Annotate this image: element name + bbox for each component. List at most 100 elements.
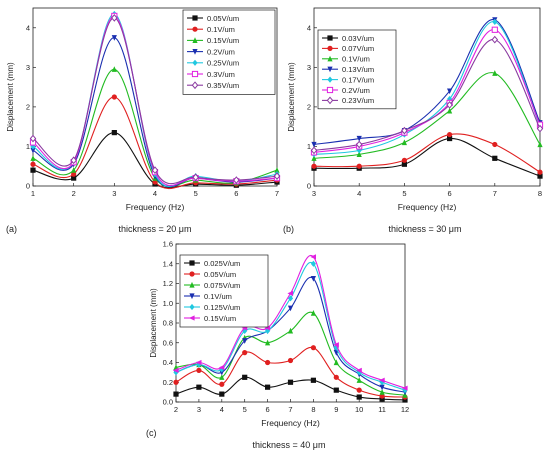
legend-label: 0.2V/um bbox=[207, 47, 235, 56]
data-point bbox=[71, 175, 77, 181]
series-line bbox=[313, 137, 541, 177]
data-point bbox=[402, 397, 408, 403]
data-point bbox=[310, 260, 316, 267]
data-point bbox=[447, 95, 453, 103]
legend-label: 0.075V/um bbox=[204, 281, 240, 290]
data-point bbox=[151, 166, 159, 175]
legend-marker bbox=[192, 26, 198, 32]
data-point bbox=[111, 130, 117, 136]
data-point bbox=[71, 171, 77, 177]
y-tick-label: 2 bbox=[26, 102, 30, 111]
y-tick-label: 0.6 bbox=[163, 338, 173, 347]
panel-letter-b: (b) bbox=[283, 224, 294, 234]
data-point bbox=[265, 339, 271, 346]
data-point bbox=[492, 70, 498, 76]
x-tick-label: 3 bbox=[197, 405, 201, 414]
y-axis-label: Displacement (mm) bbox=[149, 288, 158, 358]
data-point bbox=[265, 327, 271, 334]
data-point bbox=[30, 155, 36, 161]
series-0.03V/um bbox=[311, 135, 543, 179]
data-point bbox=[70, 156, 77, 165]
data-point bbox=[491, 26, 498, 33]
data-point bbox=[152, 179, 158, 185]
legend-label: 0.025V/um bbox=[204, 259, 240, 268]
data-point bbox=[401, 385, 408, 391]
y-tick-label: 3 bbox=[26, 63, 30, 72]
data-point bbox=[218, 364, 225, 371]
legend-label: 0.35V/um bbox=[207, 81, 239, 90]
x-tick-label: 4 bbox=[357, 189, 361, 198]
x-tick-label: 10 bbox=[355, 405, 363, 414]
data-point bbox=[30, 167, 36, 173]
data-point bbox=[196, 384, 202, 390]
legend-label: 0.13V/um bbox=[342, 65, 374, 74]
data-point bbox=[379, 377, 385, 383]
chart-panel-c: 2 3 4 5 6 7 8 9 10 11 12 0.0 0.2 0.4 0.6 0.8 1.0 1.2 1.4 1.… bbox=[149, 240, 409, 429]
data-point bbox=[71, 167, 77, 173]
data-point bbox=[219, 391, 225, 397]
data-point bbox=[192, 173, 199, 182]
x-tick-label: 8 bbox=[311, 405, 315, 414]
data-point bbox=[265, 359, 271, 366]
x-tick-label: 2 bbox=[72, 189, 76, 198]
data-point bbox=[219, 366, 225, 373]
data-point bbox=[287, 327, 294, 334]
data-point bbox=[173, 391, 179, 397]
y-axis-label: Displacement (mm) bbox=[287, 62, 296, 132]
series-line bbox=[313, 133, 541, 173]
data-point bbox=[196, 361, 202, 368]
data-point bbox=[30, 161, 36, 167]
x-tick-label: 3 bbox=[112, 189, 116, 198]
data-point bbox=[333, 359, 339, 366]
data-point bbox=[333, 387, 339, 393]
data-point bbox=[287, 357, 294, 364]
data-point bbox=[310, 254, 316, 260]
legend-box bbox=[182, 9, 276, 95]
legend-marker bbox=[191, 81, 199, 90]
y-tick-label: 3 bbox=[307, 63, 311, 72]
plot-frame bbox=[313, 7, 541, 187]
x-tick-label: 12 bbox=[401, 405, 409, 414]
data-point bbox=[356, 387, 362, 393]
data-point bbox=[287, 379, 294, 385]
data-point bbox=[219, 374, 225, 380]
series-0.15V/um bbox=[172, 254, 408, 391]
data-point bbox=[379, 379, 385, 386]
legend-box bbox=[179, 254, 269, 328]
x-tick-label: 4 bbox=[220, 405, 224, 414]
data-point bbox=[356, 151, 362, 157]
legend-label: 0.3V/um bbox=[207, 70, 235, 79]
legend-marker bbox=[327, 55, 333, 62]
y-tick-label: 4 bbox=[307, 23, 311, 32]
x-tick-label: 6 bbox=[234, 189, 238, 198]
data-point bbox=[537, 173, 543, 179]
data-point bbox=[242, 338, 248, 344]
data-point bbox=[196, 367, 202, 373]
data-point bbox=[310, 146, 318, 155]
legend-marker bbox=[192, 15, 198, 21]
y-tick-label: 0 bbox=[307, 182, 311, 191]
data-point bbox=[233, 176, 240, 184]
x-tick-label: 11 bbox=[378, 405, 386, 414]
legend-marker bbox=[189, 293, 195, 300]
y-tick-label: 0.2 bbox=[163, 378, 173, 387]
data-point bbox=[379, 396, 385, 402]
legend-label: 0.15V/um bbox=[207, 36, 239, 45]
data-point bbox=[111, 94, 117, 100]
series-line bbox=[175, 346, 406, 398]
panel-caption-b: thickness = 30 μm bbox=[389, 224, 462, 234]
data-point bbox=[447, 88, 453, 95]
panel-letter-c: (c) bbox=[146, 428, 157, 438]
legend-marker bbox=[192, 59, 198, 66]
legend-label: 0.05V/um bbox=[204, 270, 236, 279]
data-point bbox=[356, 367, 362, 373]
legend-label: 0.17V/um bbox=[342, 75, 374, 84]
x-tick-label: 2 bbox=[174, 405, 178, 414]
series-0.23V/um bbox=[310, 35, 544, 155]
y-tick-label: 0.0 bbox=[163, 398, 173, 407]
data-point bbox=[492, 155, 498, 161]
data-point bbox=[242, 374, 248, 380]
data-point bbox=[264, 325, 271, 331]
x-tick-label: 6 bbox=[266, 405, 270, 414]
